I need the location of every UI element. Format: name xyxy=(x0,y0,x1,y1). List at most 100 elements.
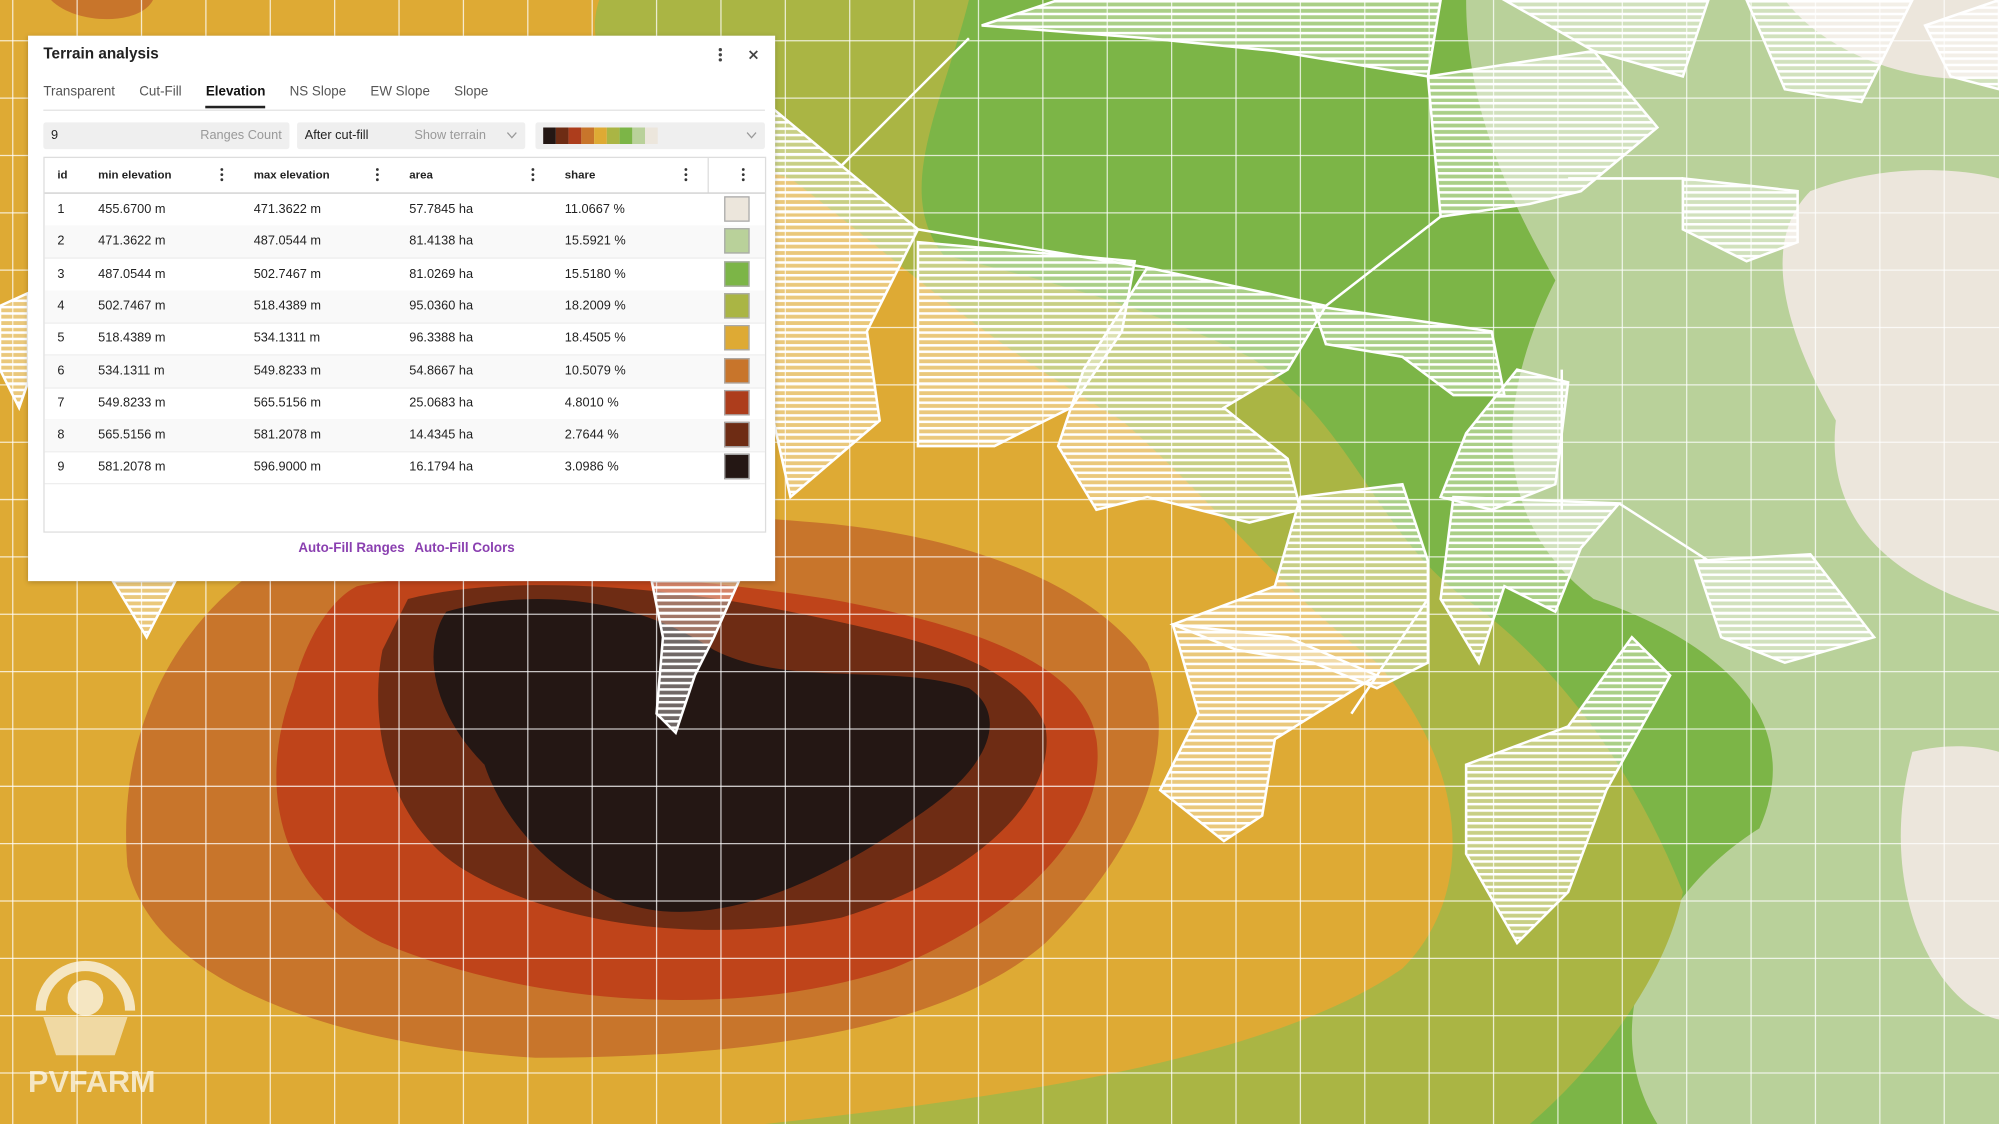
table-cell: 596.9000 m xyxy=(253,460,322,475)
table-row: 7 549.8233 m 565.5156 m 25.0683 ha 4.8010 % xyxy=(44,387,765,421)
table-cell: 2.7644 % xyxy=(564,428,619,443)
column-menu[interactable] xyxy=(739,167,747,182)
table-cell: 487.0544 m xyxy=(98,267,166,282)
table-cell: 534.1311 m xyxy=(98,363,165,378)
table-cell: 534.1311 m xyxy=(253,331,321,346)
table-row: 4 502.7467 m 518.4389 m 95.0360 ha 18.2009 % xyxy=(44,290,765,324)
table-cell: 81.0269 ha xyxy=(409,267,474,282)
terrain-panel: Terrain analysis Transparent Cut-Fill Elev… xyxy=(28,35,776,582)
table-cell: 7 xyxy=(57,396,65,411)
table-row: 6 534.1311 m 549.8233 m 54.8667 ha 10.5079 % xyxy=(44,354,765,389)
table-cell: 518.4389 m xyxy=(253,299,322,314)
auto-fill-ranges[interactable]: Auto-Fill Ranges xyxy=(298,540,405,556)
table-header: id min elevation max elevation area share xyxy=(44,158,765,194)
table-row: 1 455.6700 m 471.3622 m 57.7845 ha 11.0667 % xyxy=(44,194,765,227)
table-cell: 549.8233 m xyxy=(253,363,322,378)
table-cell: 11.0667 % xyxy=(564,202,625,217)
color-swatch[interactable] xyxy=(724,292,750,319)
table-cell: 487.0544 m xyxy=(253,234,322,249)
dot xyxy=(220,178,224,182)
color-swatch[interactable] xyxy=(724,357,750,383)
table-cell: 581.2078 m xyxy=(253,428,322,443)
color-swatch[interactable] xyxy=(724,421,750,448)
table-cell: 96.3388 ha xyxy=(409,331,474,346)
chevron xyxy=(746,132,757,139)
ranges-count-input[interactable]: 9 Ranges Count xyxy=(43,122,290,150)
palette-select[interactable] xyxy=(535,122,765,150)
color-swatch[interactable] xyxy=(724,454,750,480)
dot xyxy=(531,173,535,176)
table-cell: 2 xyxy=(57,234,65,249)
tab[interactable]: Cut-Fill xyxy=(139,84,182,100)
table-cell: 502.7467 m xyxy=(253,267,322,282)
menu-icon[interactable] xyxy=(714,46,727,64)
table-cell: 502.7467 m xyxy=(98,299,166,314)
tab[interactable]: Slope xyxy=(454,84,489,100)
dot xyxy=(375,168,379,171)
table-cell: 15.5921 % xyxy=(564,234,626,249)
table-cell: 518.4389 m xyxy=(98,331,166,346)
palette-swatch xyxy=(619,127,633,145)
table-cell: 4 xyxy=(57,299,65,314)
tab[interactable]: NS Slope xyxy=(289,84,347,100)
column-menu[interactable] xyxy=(218,167,226,182)
table-row: 2 471.3622 m 487.0544 m 81.4138 ha 15.5921 % xyxy=(44,225,765,260)
table-cell: 565.5156 m xyxy=(98,428,166,443)
table-cell: 9 xyxy=(57,460,65,475)
column-divider xyxy=(707,158,709,193)
dot xyxy=(684,173,688,176)
column-header: area xyxy=(409,168,433,181)
color-swatch[interactable] xyxy=(724,325,750,351)
table-cell: 581.2078 m xyxy=(98,460,166,475)
column-header: id xyxy=(57,168,68,181)
table-cell: 6 xyxy=(57,363,65,378)
auto-fill-colors[interactable]: Auto-Fill Colors xyxy=(414,540,515,556)
table-cell: 549.8233 m xyxy=(98,396,166,411)
tab[interactable]: Transparent xyxy=(43,84,116,100)
close-icon[interactable] xyxy=(746,47,761,62)
table-cell: 95.0360 ha xyxy=(409,299,474,314)
dot xyxy=(375,173,379,176)
dot xyxy=(220,173,224,176)
mode-select[interactable]: After cut-fill Show terrain xyxy=(297,122,526,150)
dot xyxy=(531,178,535,182)
palette-swatch xyxy=(645,127,658,145)
table-cell: 455.6700 m xyxy=(98,202,166,217)
dot xyxy=(531,168,535,171)
table-cell: 10.5079 % xyxy=(564,363,626,378)
color-swatch[interactable] xyxy=(724,196,750,222)
table-cell: 8 xyxy=(57,428,65,443)
dot xyxy=(684,168,688,171)
column-menu[interactable] xyxy=(374,167,382,182)
palette-swatch xyxy=(568,127,582,145)
table-row: 9 581.2078 m 596.9000 m 16.1794 ha 3.0986 % xyxy=(44,452,765,485)
table-cell: 3.0986 % xyxy=(564,460,619,475)
ranges-count: 9 xyxy=(50,128,59,143)
palette-swatch xyxy=(594,127,607,145)
dot xyxy=(220,168,224,171)
tab[interactable]: EW Slope xyxy=(370,84,430,100)
table-cell: 18.2009 % xyxy=(564,299,626,314)
table-cell: 25.0683 ha xyxy=(409,396,474,411)
table-cell: 1 xyxy=(57,202,65,217)
color-swatch[interactable] xyxy=(724,228,750,254)
tab[interactable]: Elevation xyxy=(205,84,266,109)
table-cell: 471.3622 m xyxy=(253,202,322,217)
column-header: min elevation xyxy=(98,168,172,181)
color-swatch[interactable] xyxy=(724,260,750,287)
column-menu[interactable] xyxy=(682,167,690,182)
dot xyxy=(741,178,745,182)
table-cell: 3 xyxy=(57,267,65,282)
column-menu[interactable] xyxy=(529,167,537,182)
show-terrain: Show terrain xyxy=(414,128,486,143)
palette-swatch xyxy=(632,127,646,145)
table-cell: 565.5156 m xyxy=(253,396,322,411)
table-row: 5 518.4389 m 534.1311 m 96.3388 ha 18.4505 % xyxy=(44,323,765,356)
column-header: max elevation xyxy=(253,168,330,181)
table-cell: 16.1794 ha xyxy=(409,460,474,475)
logo-mark xyxy=(35,960,136,1056)
table-cell: 5 xyxy=(57,331,65,346)
color-swatch[interactable] xyxy=(724,389,750,416)
